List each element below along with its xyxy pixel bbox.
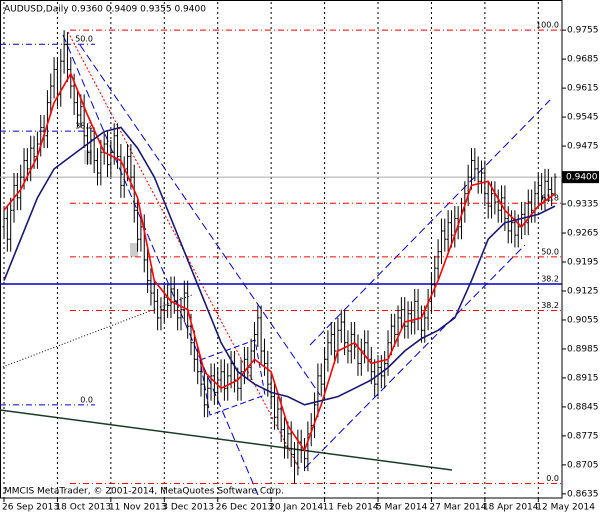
y-tick-label: 0.8635: [567, 489, 599, 499]
fibo-label: 38.2: [541, 301, 559, 310]
fibo-label: 50.0: [75, 35, 93, 44]
y-tick-label: 0.9195: [567, 258, 599, 268]
y-tick-label: 0.9755: [567, 26, 599, 36]
price-label: 0.9400: [566, 173, 598, 183]
y-tick-label: 0.9475: [567, 142, 599, 152]
x-tick-label: 11 Nov 2013: [109, 503, 167, 513]
moving-average: [3, 126, 556, 406]
y-tick-label: 0.9055: [567, 315, 599, 325]
y-tick-label: 0.8845: [567, 402, 599, 412]
horizontal-line-label: 38.2: [541, 274, 559, 283]
channel-line: [309, 99, 551, 346]
x-tick-label: 20 Jan 2014: [269, 503, 323, 513]
x-tick-label: 3 Dec 2013: [162, 503, 214, 513]
fibo-label: 100.0: [536, 21, 559, 30]
fibo-label: 0.0: [80, 395, 93, 404]
y-tick-label: 0.8985: [567, 344, 599, 354]
x-tick-label: 26 Dec 2013: [216, 503, 274, 513]
x-tick-label: 18 Oct 2013: [55, 503, 111, 513]
y-tick-label: 0.8705: [567, 460, 599, 470]
x-tick-label: 5 Mar 2014: [376, 503, 428, 513]
marker-box: [130, 243, 138, 257]
y-tick-label: 0.9265: [567, 229, 599, 239]
y-tick-label: 0.9125: [567, 286, 599, 296]
trend-line: [0, 294, 193, 369]
channel-line: [304, 244, 526, 469]
channel-box: [199, 339, 266, 416]
y-tick-label: 0.8915: [567, 373, 599, 383]
x-tick-label: 26 Sep 2013: [2, 503, 59, 513]
x-tick-label: 18 Apr 2014: [483, 503, 539, 513]
y-tick-label: 0.9685: [567, 55, 599, 65]
trend-line: [67, 31, 301, 471]
price-box: [562, 171, 599, 184]
moving-average: [3, 71, 556, 453]
x-tick-label: 11 Feb 2014: [323, 503, 379, 513]
channel-line: [79, 44, 321, 396]
trend-line: [0, 409, 453, 471]
fibo-label: 0.0: [546, 474, 559, 483]
marker-box: [84, 150, 92, 164]
y-tick-label: 0.9335: [567, 200, 599, 210]
fibo-label: 50.0: [541, 247, 559, 256]
y-tick-label: 0.8775: [567, 431, 599, 441]
x-tick-label: 12 May 2014: [536, 503, 595, 513]
copyright: MMCIS MetaTrader, © 2001-2014, MetaQuote…: [4, 487, 284, 497]
y-tick-label: 0.9545: [567, 113, 599, 123]
drawings: [0, 31, 551, 496]
chart-title: AUDUSD,Daily 0.9360 0.9409 0.9355 0.9400: [4, 5, 206, 15]
x-tick-label: 27 Mar 2014: [429, 503, 486, 513]
y-tick-label: 0.9615: [567, 84, 599, 94]
